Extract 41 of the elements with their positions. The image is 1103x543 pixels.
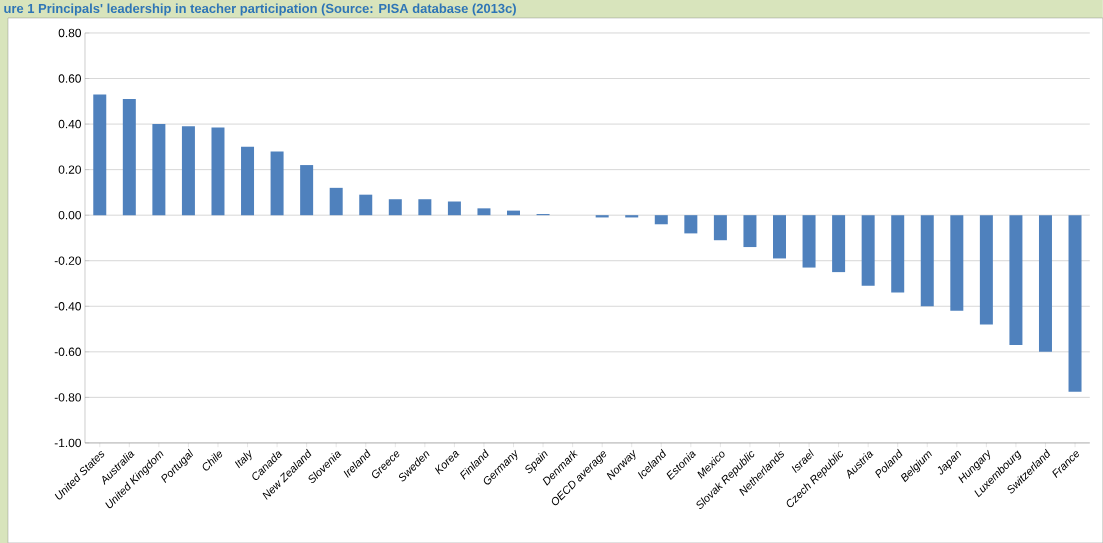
y-tick-label: -0.60 xyxy=(54,347,82,356)
bar xyxy=(300,165,314,216)
bar xyxy=(1068,215,1082,392)
y-tick-label: -1.00 xyxy=(54,438,82,448)
bar xyxy=(477,208,491,216)
bar xyxy=(329,187,343,216)
bar xyxy=(270,151,284,216)
bar xyxy=(181,126,195,216)
bar xyxy=(713,215,727,241)
y-tick-label: 0.00 xyxy=(58,210,82,220)
y-tick-label: -0.80 xyxy=(54,393,82,402)
y-tick-label: -0.40 xyxy=(54,301,82,311)
bar xyxy=(93,94,107,216)
y-tick-label: 0.80 xyxy=(58,28,82,38)
bar xyxy=(152,124,166,216)
bar xyxy=(684,215,698,234)
bar xyxy=(979,215,993,325)
bar xyxy=(388,199,402,216)
bar xyxy=(743,215,757,248)
bar xyxy=(241,146,255,216)
bar xyxy=(920,215,934,307)
bar xyxy=(418,199,432,216)
bar xyxy=(211,127,225,216)
x-tick-label: Italy xyxy=(234,449,252,469)
bar xyxy=(802,215,816,268)
bar xyxy=(122,98,136,216)
bar xyxy=(1009,215,1023,345)
y-tick-label: 0.60 xyxy=(58,74,82,83)
bar xyxy=(773,215,786,259)
y-tick-label: 0.20 xyxy=(58,165,82,174)
y-tick-label: 0.40 xyxy=(58,119,82,129)
bar xyxy=(654,215,668,225)
bar xyxy=(861,215,875,286)
bar xyxy=(832,215,846,273)
bar xyxy=(447,201,461,216)
bar xyxy=(359,194,373,216)
y-tick-label: -0.20 xyxy=(54,256,82,265)
bar xyxy=(1038,215,1052,352)
bar xyxy=(950,215,964,311)
chart-title: ure 1 Principals' leadership in teacher participation (Source: PISA database (2013c) xyxy=(4,3,516,16)
bar xyxy=(891,215,905,293)
